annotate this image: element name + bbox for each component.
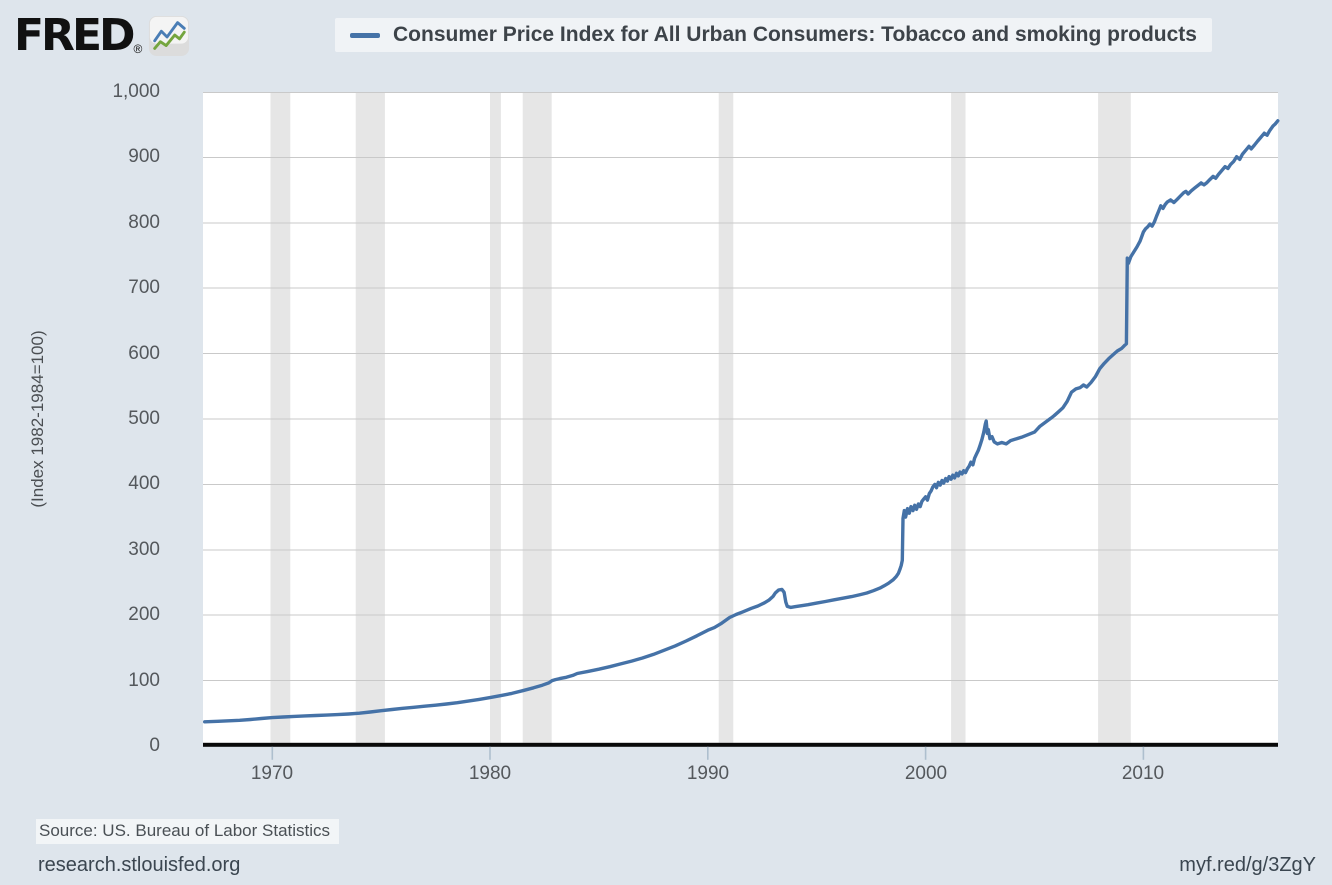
y-tick-label: 200 [128,604,160,625]
y-tick-label: 800 [128,212,160,233]
x-tick-label: 1980 [468,763,512,784]
y-tick-label: 700 [128,277,160,298]
research-stlouisfed-link[interactable]: research.stlouisfed.org [38,854,241,876]
series-legend-swatch [350,32,381,38]
series-title: Consumer Price Index for All Urban Consu… [393,23,1197,46]
recession-band [490,92,501,743]
x-axis-line [203,742,1278,747]
y-tick-label: 500 [128,408,160,429]
legend-strip: Consumer Price Index for All Urban Consu… [335,18,1212,52]
plot-area[interactable] [203,92,1280,762]
fred-logo-text: FRED [14,10,136,61]
x-tick-label: 2010 [1121,763,1165,784]
recession-band [951,92,966,743]
short-url-link[interactable]: myf.red/g/3ZgY [1179,854,1316,876]
series-line [203,119,1280,724]
x-tick-label: 1990 [686,763,730,784]
registered-trademark: ® [133,42,143,56]
fred-logo-chart-icon [148,15,190,57]
y-tick-label: 0 [149,735,160,756]
recession-band [1098,92,1131,743]
chart-header: FRED ® Consumer Price Index for All Urba… [0,0,1332,84]
recession-band [522,92,552,743]
y-tick-label: 1,000 [112,81,160,102]
fred-logo[interactable]: FRED ® [14,12,190,60]
plot-svg [203,92,1280,760]
recession-band [355,92,385,743]
y-tick-label: 600 [128,343,160,364]
x-tick-label: 1970 [250,763,294,784]
x-tick-label: 2000 [904,763,948,784]
y-tick-label: 300 [128,539,160,560]
y-tick-label: 100 [128,670,160,691]
y-tick-label: 900 [128,146,160,167]
recession-band [270,92,291,743]
recession-band [718,92,734,743]
legend: Consumer Price Index for All Urban Consu… [225,18,1322,52]
source-note: Source: US. Bureau of Labor Statistics [36,819,340,844]
y-tick-label: 400 [128,473,160,494]
